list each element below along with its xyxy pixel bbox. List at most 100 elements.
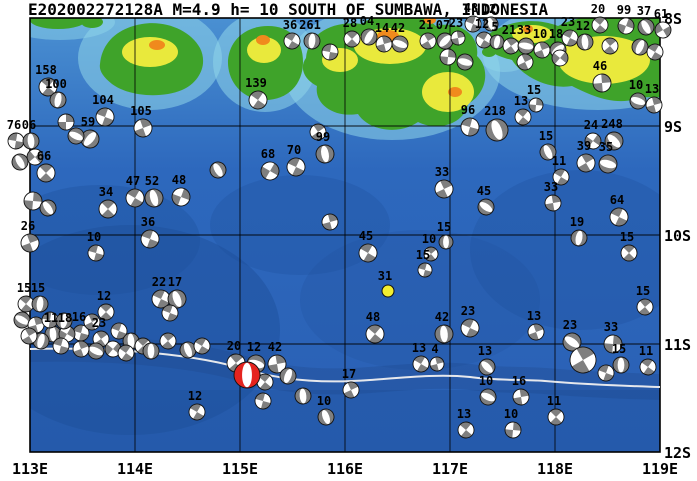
focal-mechanism — [57, 113, 75, 131]
focal-mechanism-outline — [457, 421, 475, 439]
focal-mechanism — [598, 154, 618, 174]
depth-label: 06 — [22, 118, 36, 132]
focal-mechanism — [26, 148, 44, 166]
depth-label: 10 — [87, 230, 101, 244]
depth-label: 59 — [81, 115, 95, 129]
depth-label: 10 — [422, 232, 436, 246]
focal-mechanism-outline — [20, 233, 40, 253]
focal-mechanism — [637, 18, 655, 36]
focal-mechanism — [460, 318, 480, 338]
focal-mechanism-quadrants — [24, 192, 42, 210]
focal-mechanism — [551, 49, 569, 67]
depth-label: 15 — [620, 230, 634, 244]
focal-mechanism-lens — [37, 333, 45, 349]
focal-mechanism — [391, 35, 409, 53]
focal-mechanism-quadrants — [528, 324, 544, 340]
focal-mechanism — [254, 392, 272, 410]
focal-mechanism — [294, 387, 312, 405]
x-tick-label: 114E — [117, 460, 153, 478]
focal-mechanism-lens — [443, 235, 449, 249]
focal-mechanism-outline — [502, 37, 520, 55]
focal-mechanism — [570, 229, 588, 247]
focal-mechanism — [279, 367, 297, 385]
focal-mechanism — [13, 311, 31, 329]
depth-label: 11 — [547, 394, 561, 408]
depth-label: 15 — [17, 281, 31, 295]
focal-mechanism-lens — [439, 35, 451, 47]
island-peak — [523, 25, 533, 33]
focal-mechanism-lens — [575, 230, 583, 246]
depth-label: 11 — [44, 311, 58, 325]
focal-mechanism-outline — [55, 312, 73, 330]
focal-mechanism — [55, 312, 73, 330]
depth-label: 17 — [342, 367, 356, 381]
focal-mechanism — [161, 304, 179, 322]
focal-mechanism-outline — [188, 403, 206, 421]
x-tick-label: 115E — [222, 460, 258, 478]
focal-mechanism-quadrants — [641, 359, 655, 375]
focal-mechanism-outline — [429, 356, 445, 372]
depth-label: 46 — [593, 59, 607, 73]
depth-label: 18 — [58, 311, 72, 325]
focal-mechanism — [636, 298, 654, 316]
focal-mechanism — [188, 403, 206, 421]
focal-mechanism — [646, 43, 664, 61]
focal-mechanism-quadrants — [368, 325, 382, 343]
depth-label: 248 — [601, 117, 623, 131]
focal-mechanism-quadrants — [516, 109, 530, 125]
focal-mechanism-outline — [317, 408, 335, 426]
depth-label: 20 — [591, 2, 605, 16]
focal-mechanism-outline — [419, 32, 437, 50]
focal-mechanism-lens — [321, 409, 331, 425]
focal-mechanism — [87, 342, 105, 360]
focal-mechanism — [144, 188, 164, 208]
depth-label: 68 — [261, 147, 275, 161]
focal-mechanism — [617, 17, 635, 35]
focal-mechanism-outline — [342, 381, 360, 399]
focal-mechanism — [547, 408, 565, 426]
focal-mechanism-outline — [544, 194, 562, 212]
focal-mechanism — [479, 388, 497, 406]
y-tick-label: 9S — [664, 118, 682, 136]
focal-mechanism-quadrants — [127, 189, 143, 207]
event-marker-yellow — [381, 284, 395, 298]
focal-mechanism-quadrants — [250, 91, 266, 109]
focal-mechanism-quadrants — [504, 38, 518, 54]
focal-mechanism — [20, 233, 40, 253]
focal-mechanism — [49, 91, 67, 109]
focal-mechanism-outline — [57, 113, 75, 131]
focal-mechanism-quadrants — [534, 42, 550, 58]
depth-label: 4 — [431, 342, 438, 356]
depth-label: 26 — [21, 219, 35, 233]
focal-mechanism-outline — [478, 358, 496, 376]
depth-label: 104 — [92, 93, 114, 107]
focal-mechanism — [140, 229, 160, 249]
focal-mechanism — [539, 143, 557, 161]
depth-label: 261 — [299, 18, 321, 32]
focal-mechanism-outline — [193, 337, 211, 355]
depth-label: 96 — [461, 103, 475, 117]
focal-mechanism — [412, 355, 430, 373]
focal-mechanism-outline — [72, 340, 90, 358]
highlight-layer — [233, 361, 261, 389]
focal-mechanism-outline — [358, 243, 378, 263]
focal-mechanism-outline — [528, 97, 544, 113]
focal-mechanism-outline — [83, 313, 101, 331]
depth-label: 15 — [31, 281, 45, 295]
focal-mechanism-lens — [543, 145, 553, 159]
depth-label: 23 — [449, 16, 463, 30]
focal-mechanism-outline — [598, 154, 618, 174]
focal-mechanism-outline — [98, 199, 118, 219]
focal-mechanism-quadrants — [461, 118, 479, 136]
focal-mechanism — [419, 32, 437, 50]
focal-mechanism — [17, 295, 35, 313]
highlighted-lens — [242, 362, 252, 388]
depth-label: 31 — [378, 269, 392, 283]
focal-mechanism-quadrants — [41, 78, 55, 96]
y-tick-label: 8S — [664, 10, 682, 28]
focal-mechanism-lens — [487, 17, 495, 31]
depth-label: 19 — [570, 215, 584, 229]
focal-mechanism-outline — [52, 337, 70, 355]
focal-mechanism-outline — [144, 188, 164, 208]
focal-mechanism — [591, 16, 609, 34]
